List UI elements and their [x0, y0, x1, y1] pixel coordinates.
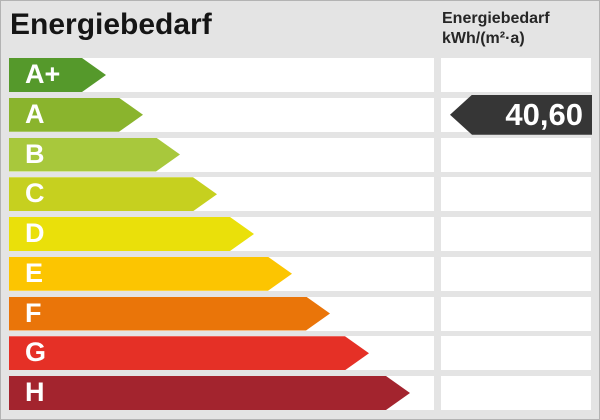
scale-rows: A+ A B C D E F G: [9, 58, 434, 410]
scale-class-arrow: A: [9, 98, 143, 132]
scale-row: E: [9, 256, 434, 291]
value-cell: [441, 58, 591, 92]
scale-class-arrow: C: [9, 177, 217, 211]
value-cell: [441, 137, 591, 172]
value-cell: [441, 177, 591, 212]
value-cell: [441, 217, 591, 251]
scale-class-label: D: [25, 217, 45, 248]
unit-header-line1: Energiebedarf: [442, 10, 550, 27]
scale-class-arrow: G: [9, 336, 369, 370]
scale-class-arrow: E: [9, 257, 292, 291]
scale-class-label: A: [25, 98, 45, 129]
scale-class-arrow: F: [9, 297, 330, 331]
value-indicator-label: 40,60: [505, 97, 583, 133]
scale-row: A+: [9, 58, 434, 92]
scale-class-arrow: A+: [9, 58, 106, 92]
scale-row: H: [9, 376, 434, 410]
scale-row: A: [9, 97, 434, 132]
value-cell: [441, 376, 591, 410]
scale-class-arrow: D: [9, 217, 254, 251]
unit-header-line2: kWh/(m²·a): [442, 30, 525, 47]
scale-row: C: [9, 177, 434, 212]
scale-class-arrow: B: [9, 138, 180, 172]
unit-header: Energiebedarf kWh/(m²·a): [442, 9, 550, 49]
scale-row: G: [9, 336, 434, 371]
scale-class-label: F: [25, 297, 42, 328]
scale-class-label: G: [25, 337, 47, 368]
scale-class-label: E: [25, 257, 44, 288]
value-cell: [441, 296, 591, 331]
scale-class-label: B: [25, 138, 45, 169]
page-title: Energiebedarf: [10, 8, 212, 41]
value-indicator-arrow: 40,60: [450, 94, 592, 135]
scale-class-arrow: H: [9, 376, 410, 410]
scale-row: D: [9, 217, 434, 251]
value-cell: [441, 256, 591, 291]
scale-row: B: [9, 137, 434, 172]
scale-row: F: [9, 296, 434, 331]
value-cell: [441, 336, 591, 371]
scale-class-label: H: [25, 376, 45, 407]
scale-class-label: C: [25, 178, 45, 209]
scale-class-label: A+: [25, 58, 61, 89]
